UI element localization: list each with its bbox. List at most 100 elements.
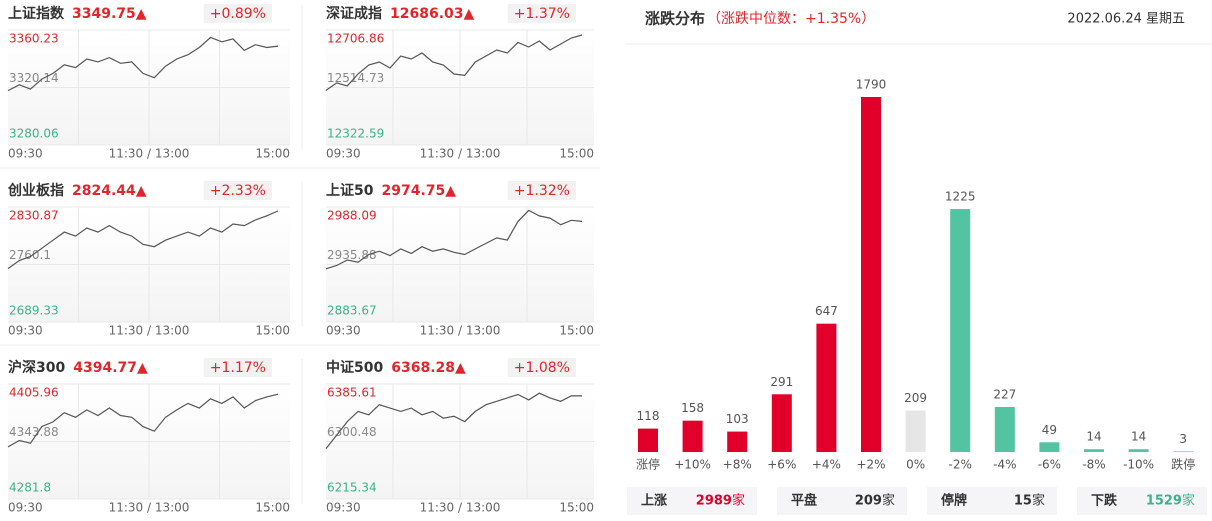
index-price: 4394.77▲ xyxy=(73,360,148,376)
bar xyxy=(727,431,748,452)
x-tick-label: 11:30 / 13:00 xyxy=(420,147,501,161)
bar xyxy=(905,410,926,452)
index-change: +2.33% xyxy=(210,183,266,199)
x-tick-label: 15:00 xyxy=(559,324,594,338)
index-name: 深证成指 xyxy=(326,5,382,22)
change-badge xyxy=(203,358,272,377)
y-tick-label: 6215.34 xyxy=(327,481,377,495)
y-tick-label: 3320.14 xyxy=(9,71,59,85)
index-price: 2974.75▲ xyxy=(381,183,456,199)
x-tick-label: 15:00 xyxy=(255,501,290,515)
summary-unit: 家 xyxy=(732,493,745,509)
category-label: +10% xyxy=(674,458,711,472)
chart-title: 涨跌分布 xyxy=(645,10,705,28)
summary-label: 下跌 xyxy=(1091,493,1118,509)
summary-box xyxy=(627,487,757,515)
summary-value: 15 xyxy=(1014,494,1032,509)
y-tick-label: 3280.06 xyxy=(9,127,59,141)
value-label: 103 xyxy=(726,412,749,426)
category-label: +8% xyxy=(723,458,752,472)
x-tick-label: 09:30 xyxy=(8,147,43,161)
category-label: -10% xyxy=(1123,458,1154,472)
summary-unit: 家 xyxy=(882,493,895,509)
value-label: 3 xyxy=(1179,432,1187,446)
index-price: 6368.28▲ xyxy=(391,360,466,376)
change-badge xyxy=(507,358,576,377)
index-price: 3349.75▲ xyxy=(72,6,147,22)
x-tick-label: 15:00 xyxy=(559,501,594,515)
y-tick-label: 4343.88 xyxy=(9,425,59,439)
bar xyxy=(1173,451,1194,452)
x-tick-label: 09:30 xyxy=(326,147,361,161)
bar xyxy=(1084,449,1104,452)
bar xyxy=(994,406,1015,452)
y-tick-label: 12322.59 xyxy=(327,127,384,141)
bar xyxy=(816,323,837,452)
y-tick-label: 12706.86 xyxy=(327,32,384,46)
category-label: -8% xyxy=(1082,458,1105,472)
index-change: +1.37% xyxy=(514,6,570,22)
y-tick-label: 3360.23 xyxy=(9,32,59,46)
index-name: 中证500 xyxy=(326,359,383,376)
y-tick-label: 2760.1 xyxy=(9,248,51,262)
x-tick-label: 11:30 / 13:00 xyxy=(109,324,190,338)
y-tick-label: 4405.96 xyxy=(9,386,59,400)
value-label: 14 xyxy=(1086,430,1101,444)
change-badge xyxy=(507,4,576,23)
price-line xyxy=(325,392,582,449)
index-change: +1.17% xyxy=(210,360,266,376)
value-label: 158 xyxy=(681,401,704,415)
summary-label: 停牌 xyxy=(941,493,967,509)
y-tick-label: 6300.48 xyxy=(327,425,377,439)
x-tick-label: 15:00 xyxy=(559,147,594,161)
category-label: -2% xyxy=(949,458,972,472)
index-name: 上证指数 xyxy=(8,5,65,22)
date: 2022.06.24 星期五 xyxy=(1067,12,1185,27)
index-price: 2824.44▲ xyxy=(72,183,147,199)
index-name: 沪深300 xyxy=(8,359,65,376)
category-label: +2% xyxy=(856,458,885,472)
x-tick-label: 09:30 xyxy=(8,501,43,515)
x-tick-label: 09:30 xyxy=(326,324,361,338)
index-name: 上证50 xyxy=(326,183,374,199)
summary-box xyxy=(777,487,907,515)
category-label: 跌停 xyxy=(1171,457,1195,472)
y-tick-label: 2689.33 xyxy=(9,304,59,318)
category-label: 涨停 xyxy=(636,457,660,472)
y-tick-label: 2935.88 xyxy=(327,248,377,262)
bar xyxy=(861,97,881,452)
y-tick-label: 4281.8 xyxy=(9,481,51,495)
chart-subtitle: （涨跌中位数：+1.35%） xyxy=(707,11,875,27)
x-tick-label: 11:30 / 13:00 xyxy=(109,501,190,515)
index-change: +0.89% xyxy=(210,6,266,22)
change-badge xyxy=(507,181,576,200)
summary-box xyxy=(927,487,1057,515)
value-label: 1225 xyxy=(945,190,976,204)
x-tick-label: 09:30 xyxy=(8,324,43,338)
value-label: 209 xyxy=(904,391,927,405)
category-label: 0% xyxy=(906,458,925,472)
value-label: 49 xyxy=(1042,423,1057,437)
index-price: 12686.03▲ xyxy=(390,6,475,22)
change-badge xyxy=(203,181,272,200)
summary-label: 上涨 xyxy=(641,494,667,509)
y-tick-label: 2988.09 xyxy=(327,209,377,223)
bar xyxy=(950,209,971,452)
bar xyxy=(638,428,658,452)
change-badge xyxy=(203,4,272,23)
x-tick-label: 11:30 / 13:00 xyxy=(420,324,501,338)
bar xyxy=(771,394,792,452)
x-tick-label: 09:30 xyxy=(326,501,361,515)
price-line xyxy=(7,210,279,270)
value-label: 1790 xyxy=(856,78,887,92)
category-label: +4% xyxy=(812,458,841,472)
price-line xyxy=(325,209,583,270)
summary-value: 2989 xyxy=(696,494,732,509)
category-label: -6% xyxy=(1038,458,1061,472)
price-line xyxy=(325,34,583,91)
value-label: 118 xyxy=(637,409,660,423)
bar xyxy=(1039,442,1060,452)
y-tick-label: 12514.73 xyxy=(327,71,384,85)
